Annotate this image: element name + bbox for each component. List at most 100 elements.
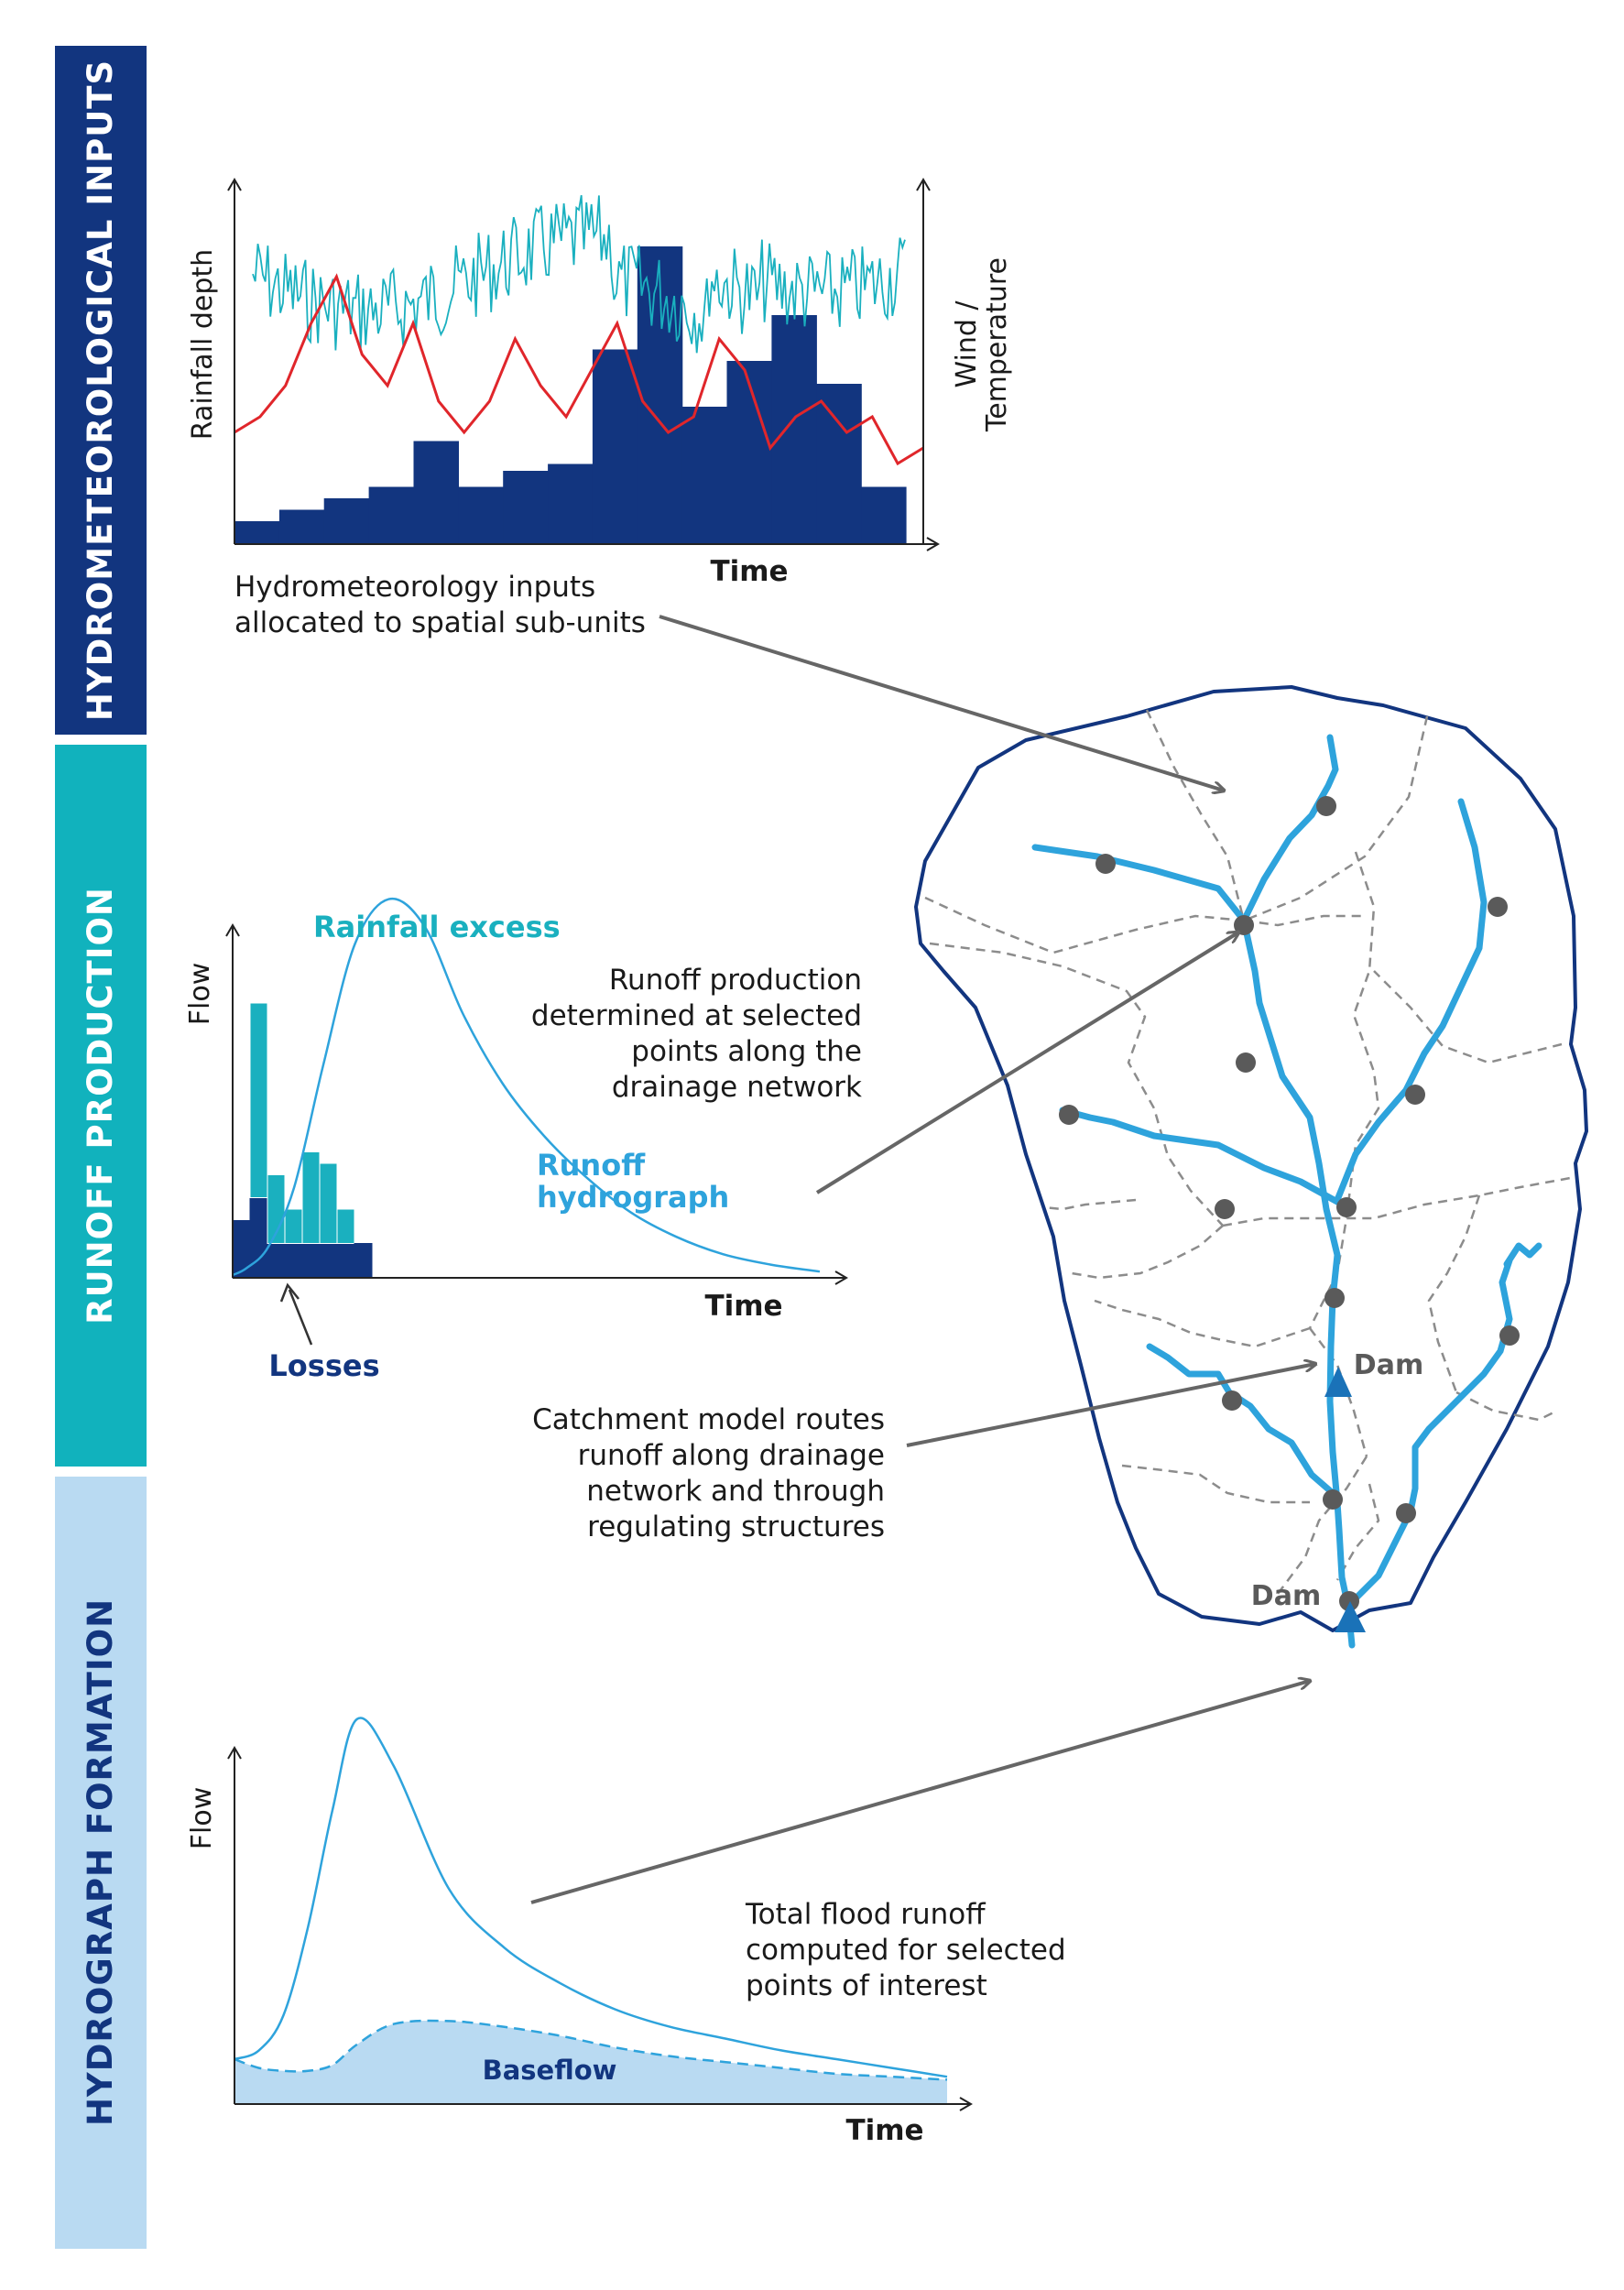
chart-hydrograph-formation: Flow Time Baseflow — [186, 1717, 973, 2147]
chart1-y-label: Rainfall depth — [187, 249, 219, 440]
rainfall-bar — [413, 441, 459, 544]
band-runoff-production: RUNOFF PRODUCTION — [55, 745, 147, 1467]
dam-upper-icon — [1324, 1367, 1352, 1397]
rainfall-bar — [816, 384, 862, 544]
chart3-y-label: Flow — [186, 1787, 218, 1849]
rainfall-bar — [548, 463, 594, 544]
band-runoff-production-label: RUNOFF PRODUCTION — [81, 887, 120, 1325]
point-of-interest — [1222, 1390, 1242, 1411]
river-upper-west — [1031, 844, 1248, 924]
rainfall-excess-bar — [249, 1002, 268, 1198]
point-of-interest — [1396, 1503, 1416, 1523]
note-runoff-line1: Runoff production — [609, 964, 862, 997]
rainfall-bar — [234, 521, 280, 544]
baseflow-label: Baseflow — [483, 2055, 617, 2086]
baseflow-dashed-line — [234, 2019, 948, 2081]
rainfall-bar — [503, 471, 549, 544]
chart3-x-label: Time — [845, 2114, 923, 2147]
rainfall-excess-bar — [319, 1162, 338, 1244]
note-total-flood: Total flood runoff computed for selected… — [745, 1898, 1066, 2002]
chart3-y-axis-arrow — [227, 1746, 242, 1760]
point-of-interest — [1059, 1105, 1079, 1125]
rainfall-bar — [592, 349, 638, 544]
losses-bar — [249, 1197, 268, 1279]
note-routing-line3: network and through — [586, 1475, 885, 1508]
chart1-y2-label-line2: Temperature — [981, 257, 1013, 432]
runoff-bars — [232, 1002, 373, 1279]
losses-bar — [354, 1243, 373, 1279]
point-of-interest — [1215, 1199, 1235, 1219]
losses-bar — [319, 1243, 338, 1279]
chart1-y2-axis-arrow — [916, 178, 931, 191]
chart2-y-label: Flow — [184, 963, 216, 1025]
point-of-interest — [1324, 1288, 1345, 1308]
rainfall-bar — [458, 486, 504, 544]
pointer-arrows — [530, 615, 1315, 1904]
chart1-y2-label-line1: Wind / — [951, 300, 983, 388]
note-runoff-production: Runoff production determined at selected… — [531, 964, 862, 1104]
losses-label: Losses — [268, 1348, 379, 1383]
rainfall-bar — [861, 486, 907, 544]
arrow-runoff-to-node — [815, 932, 1238, 1194]
chart1-x-axis-arrow — [926, 537, 940, 551]
note-total-line2: computed for selected — [746, 1934, 1066, 1967]
river-southeast — [1343, 1242, 1542, 1611]
rainfall-bars — [234, 246, 907, 544]
band-hydrometeorological-label: HYDROMETEOROLOGICAL INPUTS — [81, 60, 120, 721]
note-runoff-line4: drainage network — [612, 1071, 862, 1104]
subcatchment-boundaries — [924, 709, 1576, 1595]
catchment-boundary — [914, 685, 1588, 1632]
rainfall-excess-label: Rainfall excess — [313, 910, 561, 944]
dam-lower-icon — [1335, 1601, 1366, 1632]
dam-upper-label: Dam — [1354, 1349, 1423, 1381]
chart1-caption-line1: Hydrometeorology inputs — [234, 571, 595, 604]
losses-pointer — [288, 1289, 313, 1346]
baseflow-area — [234, 2021, 947, 2104]
note-routing: Catchment model routes runoff along drai… — [532, 1403, 885, 1543]
runoff-hydrograph-label-line1: Runoff — [537, 1148, 646, 1183]
note-routing-line2: runoff along drainage — [578, 1439, 885, 1472]
chart1-x-label: Time — [710, 555, 788, 588]
dam-upper: Dam — [1324, 1349, 1423, 1397]
point-of-interest — [1488, 897, 1508, 917]
note-runoff-line3: points along the — [631, 1035, 862, 1068]
chart3-x-axis-arrow — [959, 2097, 973, 2111]
chart1-caption-line2: allocated to spatial sub-units — [234, 606, 646, 639]
note-total-line3: points of interest — [746, 1969, 987, 2002]
wind-temperature-red-trace — [234, 273, 924, 466]
river-upper-north — [1240, 734, 1339, 924]
rainfall-bar — [278, 509, 325, 544]
rainfall-excess-bar — [336, 1208, 355, 1244]
band-hydrograph-formation: HYDROGRAPH FORMATION — [55, 1477, 147, 2249]
rainfall-bar — [681, 407, 728, 544]
point-of-interest — [1339, 1591, 1359, 1611]
point-of-interest — [1236, 1052, 1256, 1073]
arrow-inputs-to-catchment — [659, 615, 1224, 791]
chart-hydrometeorological-inputs: Rainfall depth Wind / Temperature Time H… — [187, 178, 1013, 639]
dam-lower: Dam — [1251, 1580, 1366, 1632]
chart-runoff-production: Flow Time Rainfall excess Runoff hydrogr… — [184, 897, 848, 1383]
river-main-stem — [1240, 917, 1356, 1649]
point-of-interest — [1323, 1489, 1343, 1510]
chart2-x-label: Time — [704, 1290, 782, 1323]
arrow-outlet-to-chart — [530, 1681, 1310, 1904]
river-west-middle — [1059, 1107, 1341, 1205]
rainfall-bar — [323, 498, 370, 544]
point-of-interest — [1336, 1197, 1357, 1217]
band-hydrometeorological-inputs: HYDROMETEOROLOGICAL INPUTS — [55, 46, 147, 735]
losses-bar — [284, 1243, 303, 1279]
point-of-interest — [1499, 1325, 1520, 1346]
band-hydrograph-formation-label: HYDROGRAPH FORMATION — [81, 1598, 120, 2126]
note-runoff-line2: determined at selected — [531, 999, 862, 1032]
losses-bar — [336, 1243, 355, 1279]
rainfall-excess-bar — [284, 1208, 303, 1244]
catchment-map: Dam Dam — [914, 685, 1588, 1649]
runoff-hydrograph-label-line2: hydrograph — [537, 1180, 729, 1215]
losses-bar — [267, 1243, 286, 1279]
runoff-hydrograph-curve — [232, 897, 821, 1277]
note-routing-line4: regulating structures — [587, 1510, 885, 1543]
rainfall-bar — [771, 315, 817, 544]
total-flood-runoff-curve — [234, 1717, 948, 2078]
note-total-line1: Total flood runoff — [745, 1898, 986, 1931]
